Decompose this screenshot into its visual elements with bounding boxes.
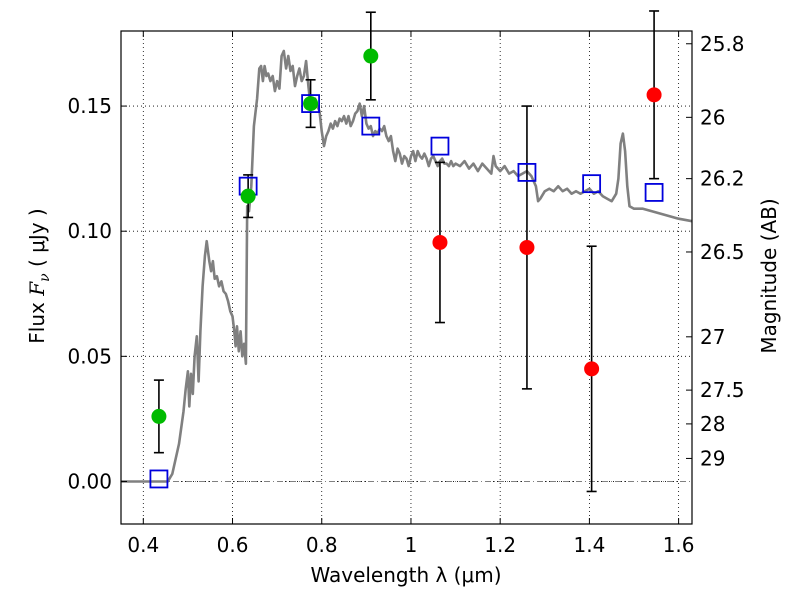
- right-tick-label: 28: [700, 412, 725, 436]
- data-points: [149, 10, 664, 493]
- y-axis-title: Flux Fν ( μJy ): [25, 208, 53, 343]
- right-axis-title: Magnitude (AB): [757, 198, 781, 353]
- plot-frame: [120, 30, 693, 525]
- right-tick-label: 25.8: [700, 32, 745, 56]
- red-data-point: [584, 361, 600, 377]
- grid-lines: [121, 31, 692, 524]
- model-band-square: [517, 162, 537, 182]
- model-spectrum: [121, 49, 693, 483]
- y-tick-label: 0.10: [67, 219, 112, 243]
- x-tick-label: 1.2: [484, 533, 516, 557]
- spectrum-line: [121, 49, 693, 483]
- model-band-square: [582, 174, 602, 194]
- right-tick-label: 26: [700, 105, 725, 129]
- green-data-point: [151, 408, 167, 424]
- right-tick-label: 26.2: [700, 167, 745, 191]
- y-axis-title-subscript: ν: [37, 273, 53, 282]
- y-axis-title-symbol: F: [25, 281, 49, 297]
- x-tick-label: 1.4: [573, 533, 605, 557]
- right-tick-label: 26.5: [700, 240, 745, 264]
- y-tick-label: 0.00: [67, 469, 112, 493]
- model-band-square: [644, 183, 664, 202]
- red-data-point: [432, 234, 448, 250]
- model-band-square: [430, 136, 450, 156]
- green-data-point: [303, 96, 319, 112]
- green-data-point: [240, 188, 256, 204]
- green-data-point: [363, 48, 379, 64]
- right-tick-label: 27.5: [700, 378, 745, 402]
- axis-ticks: 0.4 0.6 0.8 1 1.2 1.4 1.6 0.00 0.05 0.10 0.15 25.8 2…: [67, 31, 745, 557]
- y-tick-label: 0.15: [67, 94, 112, 118]
- x-tick-label: 0.8: [306, 533, 338, 557]
- model-band-square: [361, 116, 381, 136]
- red-data-point: [646, 87, 662, 103]
- x-tick-label: 0.6: [217, 533, 249, 557]
- x-axis-title: Wavelength λ (μm): [310, 563, 501, 587]
- x-tick-label: 1: [405, 533, 418, 557]
- right-tick-label: 27: [700, 325, 725, 349]
- y-axis-title-unit: ( μJy ): [25, 208, 49, 273]
- model-band-square: [301, 94, 320, 113]
- right-tick-label: 29: [700, 446, 725, 470]
- x-tick-label: 1.6: [663, 533, 695, 557]
- y-axis-title-prefix: Flux: [25, 296, 49, 344]
- red-data-point: [519, 239, 535, 255]
- model-band-square: [149, 469, 169, 489]
- y-tick-label: 0.05: [67, 344, 112, 368]
- x-tick-label: 0.4: [127, 533, 159, 557]
